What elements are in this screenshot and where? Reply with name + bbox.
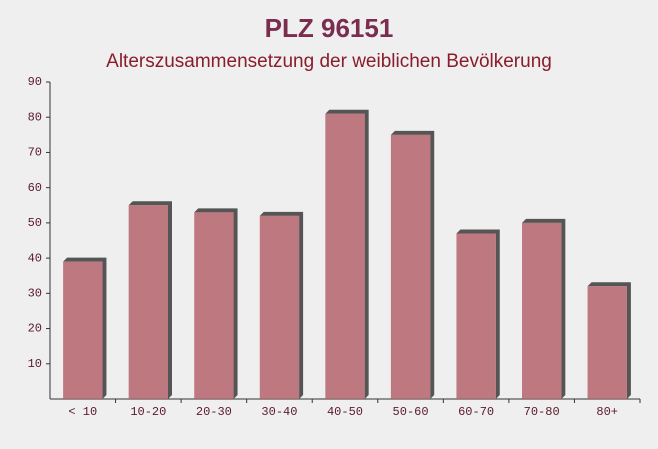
y-tick-label: 10 <box>28 357 42 371</box>
bar <box>128 205 168 399</box>
chart-title: PLZ 96151 <box>265 13 394 43</box>
x-tick-label: 70-80 <box>524 405 560 419</box>
bar <box>63 261 103 399</box>
y-tick-label: 40 <box>28 251 42 265</box>
x-tick-label: 30-40 <box>261 405 297 419</box>
y-tick-label: 20 <box>28 322 42 336</box>
y-tick-label: 30 <box>28 287 42 301</box>
bar <box>390 134 431 400</box>
x-tick-label: < 10 <box>68 405 97 419</box>
bar <box>325 113 365 399</box>
y-tick-label: 80 <box>28 110 42 124</box>
y-tick-label: 50 <box>28 216 42 230</box>
bar <box>259 215 300 399</box>
x-tick-label: 40-50 <box>327 405 363 419</box>
x-tick-label: 60-70 <box>458 405 494 419</box>
y-tick-label: 70 <box>28 146 42 160</box>
bar <box>194 212 234 399</box>
x-tick-label: 80+ <box>596 405 618 419</box>
x-tick-label: 10-20 <box>130 405 166 419</box>
bar <box>456 233 496 399</box>
chart-subtitle: Alterszusammensetzung der weiblichen Bev… <box>106 51 552 72</box>
x-tick-label: 50-60 <box>393 405 429 419</box>
x-tick-label: 20-30 <box>196 405 232 419</box>
y-tick-label: 60 <box>28 181 42 195</box>
bar <box>522 222 562 399</box>
bar <box>587 286 627 399</box>
y-tick-label: 90 <box>28 75 42 89</box>
